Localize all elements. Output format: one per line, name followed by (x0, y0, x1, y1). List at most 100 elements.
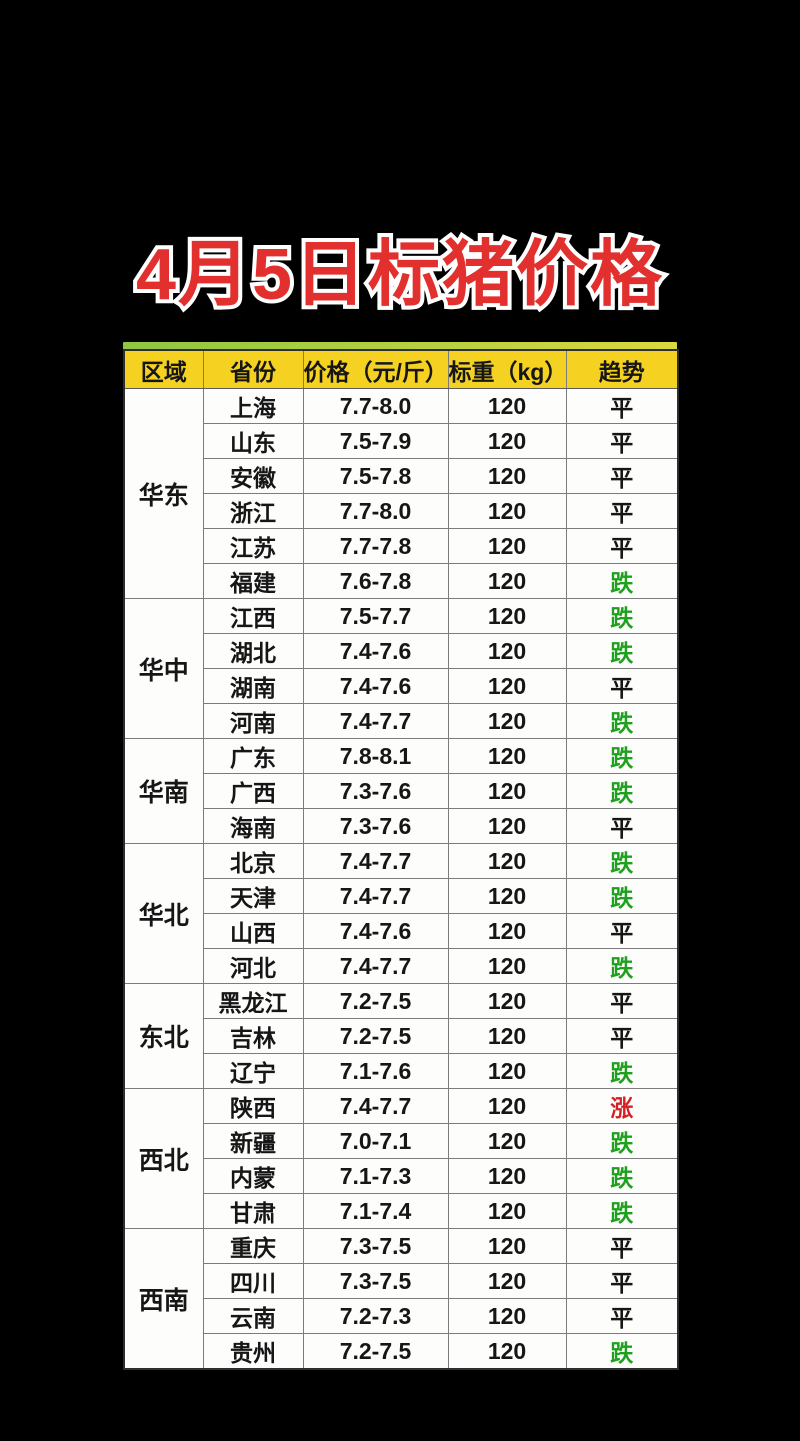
table-row: 内蒙 7.1-7.3 120 跌 (124, 1158, 679, 1194)
table-row: 华北 北京 7.4-7.7 120 跌 (123, 843, 679, 984)
trend-cell: 平 (565, 493, 679, 529)
trend-cell: 跌 (565, 1158, 679, 1194)
col-header-province: 省份 (202, 349, 304, 389)
weight-cell: 120 (447, 1263, 567, 1299)
table-row: 四川 7.3-7.5 120 平 (124, 1263, 679, 1299)
province-cell: 山东 (202, 423, 304, 459)
price-cell: 7.0-7.1 (302, 1123, 449, 1159)
region-cell: 华南 (123, 738, 204, 844)
weight-cell: 120 (447, 598, 567, 634)
weight-cell: 120 (447, 703, 567, 739)
table-row: 天津 7.4-7.7 120 跌 (124, 878, 679, 914)
province-cell: 天津 (202, 878, 304, 914)
weight-cell: 120 (447, 738, 567, 774)
province-cell: 四川 (202, 1263, 304, 1299)
table-row: 山东 7.5-7.9 120 平 (124, 423, 679, 459)
table-row: 吉林 7.2-7.5 120 平 (124, 1018, 679, 1054)
table-row: 华中 江西 7.5-7.7 120 跌 (123, 598, 679, 739)
weight-cell: 120 (447, 1298, 567, 1334)
trend-cell: 平 (565, 913, 679, 949)
table-row: 新疆 7.0-7.1 120 跌 (124, 1123, 679, 1159)
weight-cell: 120 (447, 1193, 567, 1229)
header-row: 区域 省份 价格（元/斤） 标重（kg） 趋势 (123, 349, 679, 389)
table-row: 山西 7.4-7.6 120 平 (124, 913, 679, 949)
table-row: 西南 重庆 7.3-7.5 120 平 (123, 1228, 679, 1370)
trend-cell: 平 (565, 1228, 679, 1264)
price-cell: 7.5-7.9 (302, 423, 449, 459)
col-header-trend: 趋势 (565, 349, 679, 389)
price-cell: 7.1-7.4 (302, 1193, 449, 1229)
price-cell: 7.4-7.6 (302, 913, 449, 949)
weight-cell: 120 (447, 808, 567, 844)
table-row: 华东 上海 7.7-8.0 120 平 (123, 388, 679, 599)
region-cell: 东北 (123, 983, 204, 1089)
trend-cell: 平 (565, 808, 679, 844)
province-cell: 陕西 (202, 1088, 304, 1124)
table-row: 华南 广东 7.8-8.1 120 跌 (123, 738, 679, 844)
weight-cell: 120 (447, 1018, 567, 1054)
table-row: 江苏 7.7-7.8 120 平 (124, 528, 679, 564)
table-header: 区域 省份 价格（元/斤） 标重（kg） 趋势 (123, 349, 679, 389)
price-cell: 7.5-7.7 (302, 598, 449, 634)
table-row: 贵州 7.2-7.5 120 跌 (124, 1333, 679, 1370)
province-cell: 广西 (202, 773, 304, 809)
region-cell: 西南 (123, 1228, 204, 1370)
price-cell: 7.4-7.6 (302, 633, 449, 669)
province-cell: 重庆 (202, 1228, 304, 1264)
trend-cell: 平 (565, 1018, 679, 1054)
table-row: 甘肃 7.1-7.4 120 跌 (124, 1193, 679, 1229)
col-header-weight: 标重（kg） (447, 349, 567, 389)
weight-cell: 120 (447, 1088, 567, 1124)
region-cell: 西北 (123, 1088, 204, 1229)
table-row: 湖南 7.4-7.6 120 平 (124, 668, 679, 704)
table-row: 河北 7.4-7.7 120 跌 (124, 948, 679, 984)
weight-cell: 120 (447, 423, 567, 459)
trend-cell: 跌 (565, 843, 679, 879)
weight-cell: 120 (447, 388, 567, 424)
price-cell: 7.2-7.3 (302, 1298, 449, 1334)
table-row: 湖北 7.4-7.6 120 跌 (124, 633, 679, 669)
trend-cell: 跌 (565, 1123, 679, 1159)
province-cell: 安徽 (202, 458, 304, 494)
trend-cell: 平 (565, 983, 679, 1019)
trend-cell: 平 (565, 1298, 679, 1334)
trend-cell: 跌 (565, 948, 679, 984)
trend-cell: 跌 (565, 633, 679, 669)
table-row: 东北 黑龙江 7.2-7.5 120 平 (123, 983, 679, 1089)
region-cell: 华中 (123, 598, 204, 739)
trend-cell: 平 (565, 668, 679, 704)
trend-cell: 跌 (565, 878, 679, 914)
weight-cell: 120 (447, 1158, 567, 1194)
table-row: 安徽 7.5-7.8 120 平 (124, 458, 679, 494)
price-cell: 7.2-7.5 (302, 1018, 449, 1054)
weight-cell: 120 (447, 458, 567, 494)
price-cell: 7.7-8.0 (302, 493, 449, 529)
weight-cell: 120 (447, 1053, 567, 1089)
price-cell: 7.3-7.5 (302, 1228, 449, 1264)
price-cell: 7.4-7.6 (302, 668, 449, 704)
weight-cell: 120 (447, 563, 567, 599)
province-cell: 贵州 (202, 1333, 304, 1370)
table-top-strip (123, 342, 677, 351)
region-cell: 华东 (123, 388, 204, 599)
pig-price-table: 区域 省份 价格（元/斤） 标重（kg） 趋势 华东 上海 7.7-8.0 120 平山… (123, 349, 679, 1370)
trend-cell: 跌 (565, 1193, 679, 1229)
trend-cell: 涨 (565, 1088, 679, 1124)
page-title: 4月5日标猪价格 (132, 231, 666, 319)
province-cell: 吉林 (202, 1018, 304, 1054)
price-cell: 7.7-8.0 (302, 388, 449, 424)
region-cell: 华北 (123, 843, 204, 984)
weight-cell: 120 (447, 948, 567, 984)
trend-cell: 平 (565, 458, 679, 494)
weight-cell: 120 (447, 1228, 567, 1264)
table-row: 河南 7.4-7.7 120 跌 (124, 703, 679, 739)
province-cell: 海南 (202, 808, 304, 844)
weight-cell: 120 (447, 878, 567, 914)
price-cell: 7.3-7.5 (302, 1263, 449, 1299)
weight-cell: 120 (447, 668, 567, 704)
weight-cell: 120 (447, 633, 567, 669)
province-cell: 黑龙江 (202, 983, 304, 1019)
price-cell: 7.5-7.8 (302, 458, 449, 494)
trend-cell: 跌 (565, 738, 679, 774)
weight-cell: 120 (447, 843, 567, 879)
